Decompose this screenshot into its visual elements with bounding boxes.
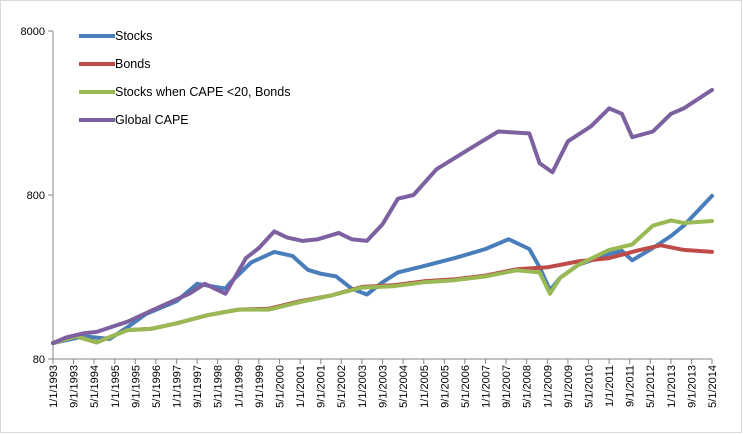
- series-line-stocks: [51, 193, 714, 346]
- y-tick-label: 800: [27, 190, 45, 202]
- x-tick-label: 1/1/2007: [481, 365, 493, 408]
- y-tick-label: 8000: [21, 26, 45, 38]
- x-tick-label: 5/1/1996: [151, 365, 163, 408]
- x-tick-label: 5/1/2002: [336, 365, 348, 408]
- x-tick-label: 1/1/2013: [666, 365, 678, 408]
- x-tick-label: 5/1/2010: [583, 365, 595, 408]
- x-tick-label: 9/1/2009: [563, 365, 575, 408]
- x-tick-label: 9/1/1997: [192, 365, 204, 408]
- x-tick-label: 9/1/2005: [439, 365, 451, 408]
- series-lines: [51, 87, 714, 346]
- y-tick-label: 80: [33, 354, 45, 366]
- x-axis: 1/1/1993 9/1/1993 5/1/1994 1/1/1995 9/1/1995…: [48, 358, 719, 408]
- x-tick-label: 1/1/2005: [419, 365, 431, 408]
- x-tick-label: 5/1/2000: [274, 365, 286, 408]
- x-tick-label: 9/1/2001: [316, 365, 328, 408]
- x-tick-label: 9/1/1995: [130, 365, 142, 408]
- series-line-stocks-when-cape-20-bonds: [51, 218, 714, 346]
- x-tick-label: 5/1/1994: [89, 365, 101, 408]
- legend: Stocks Bonds Stocks when CAPE <20, Bonds Gl…: [79, 29, 290, 127]
- x-tick-label: 1/1/1997: [172, 365, 184, 408]
- legend-label: Bonds: [115, 57, 150, 71]
- x-tick-label: 9/1/2003: [378, 365, 390, 408]
- x-tick-label: 1/1/2011: [604, 365, 616, 407]
- legend-label: Stocks: [115, 29, 153, 43]
- x-tick-label: 9/1/2011: [625, 365, 637, 407]
- x-tick-label: 5/1/2004: [398, 365, 410, 408]
- x-tick-label: 5/1/2014: [707, 365, 719, 408]
- x-tick-label: 1/1/2001: [295, 365, 307, 408]
- x-tick-label: 1/1/2009: [542, 365, 554, 408]
- y-axis: 80 800 8000: [21, 26, 54, 366]
- legend-label: Stocks when CAPE <20, Bonds: [115, 85, 290, 99]
- series-line-global-cape: [51, 87, 714, 346]
- x-tick-label: 1/1/1993: [48, 365, 60, 408]
- x-tick-label: 1/1/2003: [357, 365, 369, 408]
- x-tick-label: 9/1/2013: [687, 365, 699, 408]
- x-tick-label: 9/1/1999: [254, 365, 266, 408]
- x-tick-label: 5/1/2012: [645, 365, 657, 408]
- x-tick-label: 1/1/1995: [110, 365, 122, 408]
- x-tick-label: 9/1/2007: [501, 365, 513, 408]
- x-tick-label: 5/1/2006: [460, 365, 472, 408]
- x-tick-label: 9/1/1993: [69, 365, 81, 408]
- x-tick-label: 1/1/1999: [233, 365, 245, 408]
- x-tick-label: 5/1/1998: [213, 365, 225, 408]
- x-tick-label: 5/1/2008: [522, 365, 534, 408]
- legend-label: Global CAPE: [115, 113, 189, 127]
